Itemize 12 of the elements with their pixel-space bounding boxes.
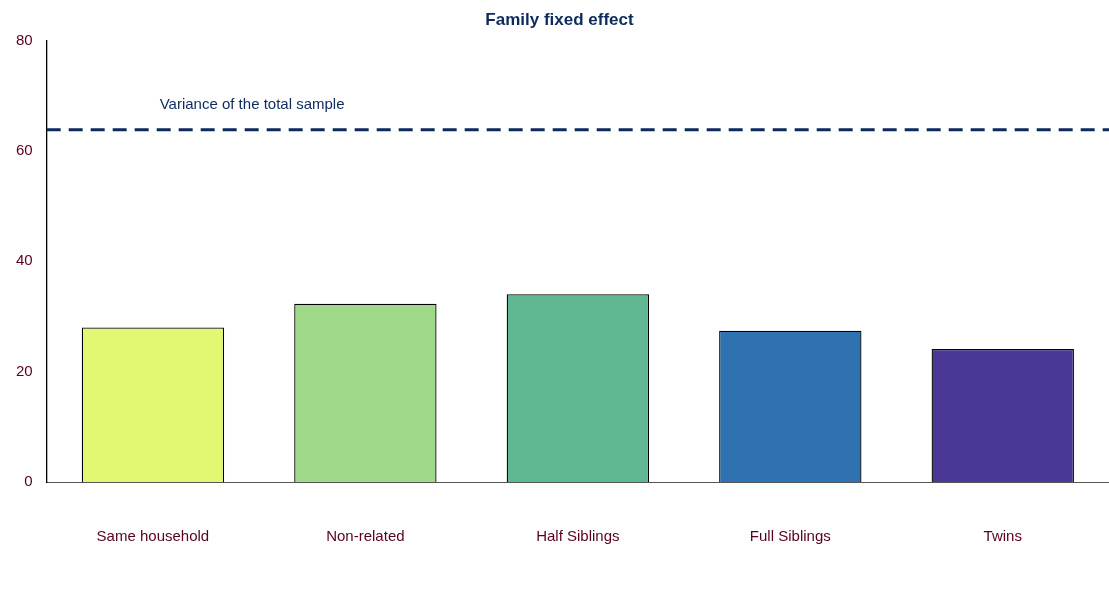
x-tick-label: Half Siblings xyxy=(536,527,620,545)
x-tick-label: Full Siblings xyxy=(749,527,831,545)
ref-line-label: Variance of the total sample xyxy=(159,95,345,113)
x-tick-label: Twins xyxy=(983,527,1022,545)
chart-title: Family fixed effect xyxy=(485,9,634,29)
y-tick-label: 0 xyxy=(24,472,33,490)
y-tick-label: 20 xyxy=(16,361,33,379)
y-tick-label: 40 xyxy=(16,251,33,269)
y-tick-label: 60 xyxy=(16,140,33,158)
y-tick-label: 80 xyxy=(16,30,33,48)
x-tick-label: Same household xyxy=(96,527,210,545)
x-tick-label: Non-related xyxy=(326,527,405,545)
